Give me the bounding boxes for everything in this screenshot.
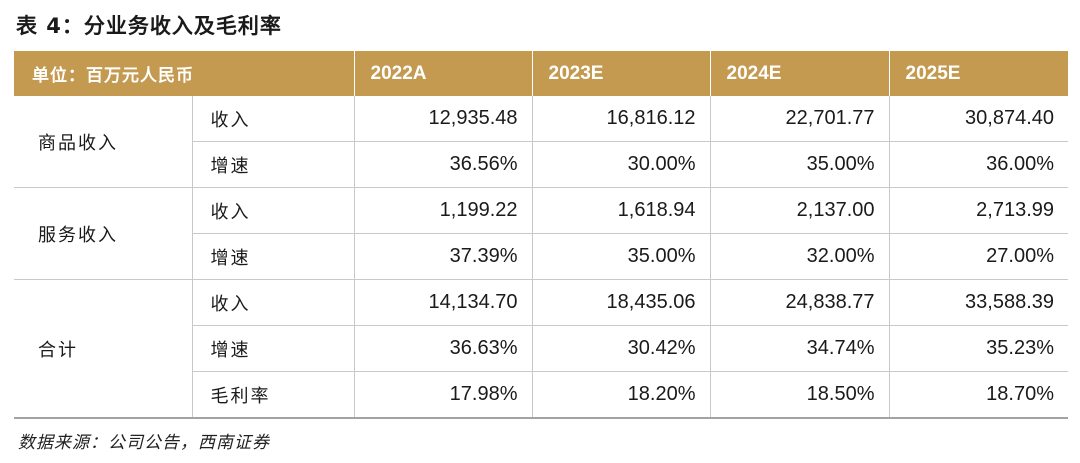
column-header-2024e: 2024E [709,51,889,96]
table-row: 服务收入 收入 1,199.22 1,618.94 2,137.00 2,713… [14,187,1068,280]
value-cell: 16,816.12 [531,96,710,142]
table-title: 表 4：分业务收入及毛利率 [16,14,282,38]
value-cell: 32.00% [709,233,889,280]
value-cell: 2,137.00 [709,187,889,234]
value-cell: 33,588.39 [888,279,1068,326]
table-row: 商品收入 收入 12,935.48 16,816.12 22,701.77 30… [14,96,1068,188]
value-cell: 18.20% [531,371,710,419]
value-cell: 35.23% [888,325,1068,372]
value-cell: 12,935.48 [353,96,532,142]
unit-header: 单位：百万元人民币 [14,51,354,96]
metric-label: 毛利率 [191,371,354,419]
table-row: 增速 36.56% 30.00% 35.00% 36.00% [14,141,1068,188]
table-row: 合计 收入 14,134.70 18,435.06 24,838.77 33,5… [14,279,1068,419]
table-row: 毛利率 17.98% 18.20% 18.50% 18.70% [14,371,1068,419]
value-cell: 36.63% [353,325,532,372]
value-cell: 1,199.22 [353,187,532,234]
metric-label: 增速 [191,141,354,188]
value-cell: 1,618.94 [531,187,710,234]
column-header-2023e: 2023E [531,51,710,96]
group-label-goods: 商品收入 [14,96,192,188]
metric-label: 增速 [191,233,354,280]
value-cell: 35.00% [709,141,889,188]
value-cell: 27.00% [888,233,1068,280]
value-cell: 30.42% [531,325,710,372]
value-cell: 17.98% [353,371,532,419]
group-label-total: 合计 [14,279,192,419]
value-cell: 34.74% [709,325,889,372]
value-cell: 18.50% [709,371,889,419]
value-cell: 22,701.77 [709,96,889,142]
column-header-2025e: 2025E [888,51,1068,96]
table-row: 增速 37.39% 35.00% 32.00% 27.00% [14,233,1068,280]
value-cell: 24,838.77 [709,279,889,326]
value-cell: 14,134.70 [353,279,532,326]
value-cell: 36.56% [353,141,532,188]
table-row: 增速 36.63% 30.42% 34.74% 35.23% [14,325,1068,372]
value-cell: 37.39% [353,233,532,280]
value-cell: 30,874.40 [888,96,1068,142]
metric-label: 收入 [191,279,354,326]
source-note: 数据来源：公司公告，西南证券 [18,433,270,453]
column-header-2022a: 2022A [353,51,532,96]
value-cell: 36.00% [888,141,1068,188]
value-cell: 18.70% [888,371,1068,419]
metric-label: 增速 [191,325,354,372]
metric-label: 收入 [191,187,354,234]
value-cell: 35.00% [531,233,710,280]
header-row: 单位：百万元人民币 2022A 2023E 2024E 2025E [14,51,1068,96]
value-cell: 30.00% [531,141,710,188]
metric-label: 收入 [191,96,354,142]
revenue-table: 单位：百万元人民币 2022A 2023E 2024E 2025E 商品收入 收… [14,51,1068,419]
value-cell: 2,713.99 [888,187,1068,234]
value-cell: 18,435.06 [531,279,710,326]
group-label-services: 服务收入 [14,187,192,280]
